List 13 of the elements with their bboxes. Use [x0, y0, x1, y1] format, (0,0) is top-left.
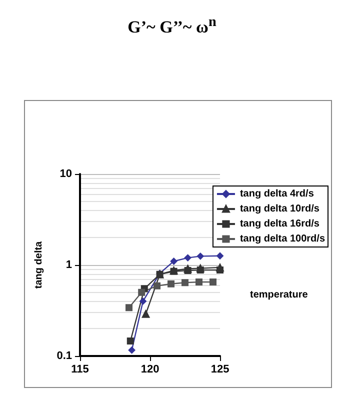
- x-tick-label: 125: [210, 364, 230, 376]
- y-tick-label: 0.1: [56, 350, 72, 362]
- legend-label: tang delta 10rd/s: [240, 204, 320, 214]
- x-tick-label: 115: [71, 364, 89, 376]
- y-tick-label: 1: [66, 259, 72, 271]
- x-tick-label: 120: [140, 364, 160, 376]
- chart-title: G’~ G’’~ ω$^{n}$: [126, 14, 218, 38]
- legend-label: tang delta 4rd/s: [240, 188, 314, 200]
- x-axis-title: temperature: [250, 290, 308, 300]
- y-tick-label: 10: [60, 168, 72, 180]
- legend-label: tang delta 100rd/s: [240, 234, 326, 244]
- legend-label: tang delta 16rd/s: [240, 218, 320, 230]
- y-axis-title: tang delta: [34, 240, 44, 289]
